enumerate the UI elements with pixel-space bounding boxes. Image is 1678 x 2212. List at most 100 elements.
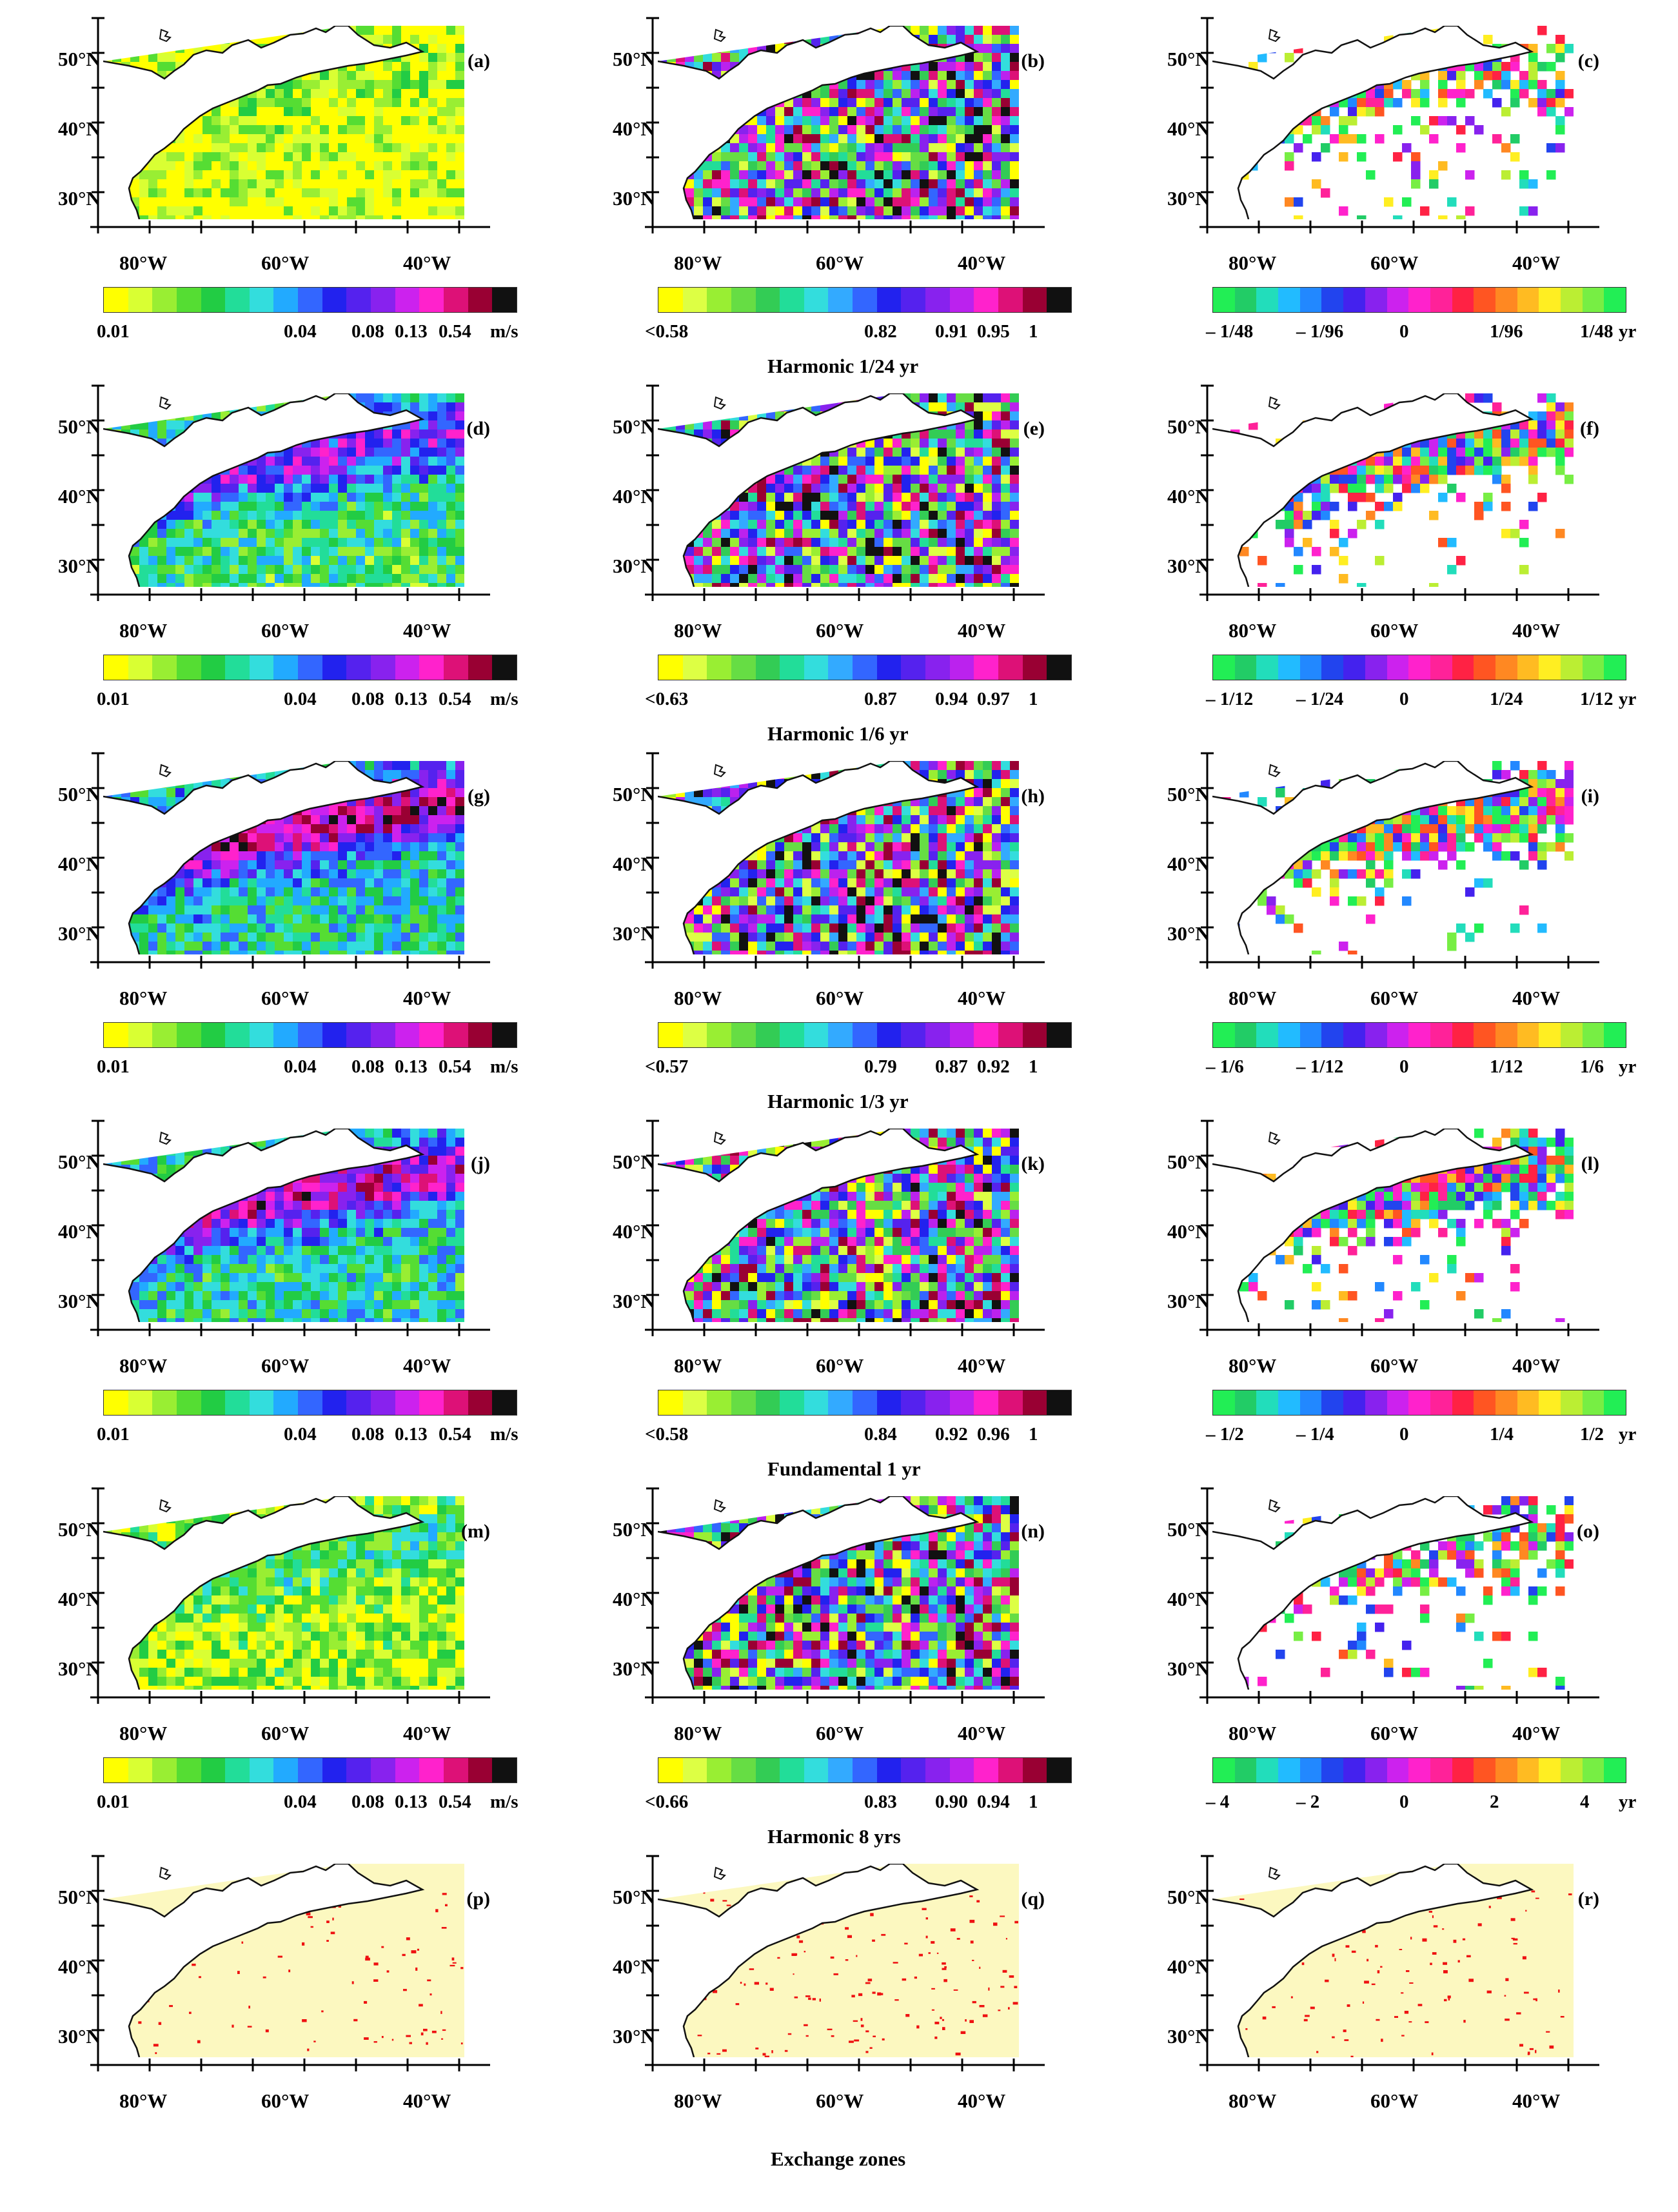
field-cell <box>383 815 393 825</box>
field-cell <box>1564 430 1574 439</box>
field-cell <box>811 520 821 529</box>
field-cell <box>230 869 239 879</box>
colorbar-tick: 1/24 <box>1490 689 1523 710</box>
field-cell <box>230 188 239 198</box>
field-cell <box>311 89 321 99</box>
colorbar-swatch <box>1430 288 1452 312</box>
field-cell <box>175 420 185 430</box>
field-cell <box>902 71 911 81</box>
field-cell <box>1528 502 1538 511</box>
field-cell <box>193 206 203 216</box>
field-cell <box>1330 547 1339 557</box>
field-cell <box>983 556 992 566</box>
field-cell <box>293 143 302 153</box>
field-cell <box>865 475 875 484</box>
field-cell <box>446 529 456 538</box>
field-cell <box>374 179 384 189</box>
field-cell <box>1339 206 1348 216</box>
field-cell <box>748 511 758 520</box>
field-cell <box>401 197 411 207</box>
field-cell <box>965 134 974 144</box>
field-cell <box>148 574 158 584</box>
field-cell <box>1483 430 1493 439</box>
field-cell <box>865 583 875 587</box>
field-cell <box>883 152 893 162</box>
field-cell <box>1555 35 1565 44</box>
field-cell <box>1411 170 1421 180</box>
field-cell <box>929 393 938 403</box>
field-cell <box>1537 493 1547 502</box>
field-cell <box>239 574 248 584</box>
field-cell <box>883 89 893 99</box>
field-cell <box>392 484 402 493</box>
field-cell <box>757 565 767 575</box>
field-cell <box>956 125 965 135</box>
field-cell <box>1483 89 1493 99</box>
coh-colorbar <box>658 287 1072 313</box>
field-cell <box>893 484 902 493</box>
field-cell <box>947 475 956 484</box>
field-cell <box>383 393 393 403</box>
field-cell <box>166 188 176 198</box>
field-cell <box>293 107 302 117</box>
field-cell <box>883 565 893 575</box>
field-cell <box>748 143 758 153</box>
field-cell <box>428 411 438 421</box>
field-cell <box>248 98 257 108</box>
field-cell <box>428 393 438 403</box>
field-cell <box>947 89 956 99</box>
field-cell <box>455 143 464 153</box>
field-cell <box>983 152 992 162</box>
field-cell <box>920 439 929 448</box>
field-cell <box>356 170 366 180</box>
field-cell <box>311 869 321 879</box>
field-cell <box>893 457 902 466</box>
field-cell <box>956 529 965 538</box>
field-cell <box>248 206 257 216</box>
field-cell <box>1384 475 1394 484</box>
field-cell <box>311 80 321 90</box>
field-cell <box>929 35 938 44</box>
field-cell <box>1285 53 1294 63</box>
field-cell <box>847 152 857 162</box>
field-cell <box>929 457 938 466</box>
field-cell <box>1384 484 1394 493</box>
field-cell <box>365 761 375 771</box>
field-cell <box>856 502 866 511</box>
field-cell <box>175 179 185 189</box>
field-cell <box>248 143 257 153</box>
field-cell <box>721 215 731 219</box>
field-cell <box>437 457 447 466</box>
field-cell <box>902 484 911 493</box>
field-cell <box>284 574 293 584</box>
field-cell <box>320 842 330 852</box>
field-cell <box>266 125 275 135</box>
field-cell <box>275 143 284 153</box>
colorbar-tick: 1/96 <box>1490 321 1523 342</box>
field-cell <box>874 206 884 216</box>
field-cell <box>365 869 375 879</box>
field-cell <box>166 197 176 207</box>
field-cell <box>983 107 992 117</box>
field-cell <box>829 565 839 575</box>
field-cell <box>1393 466 1403 475</box>
field-cell <box>739 538 749 548</box>
field-cell <box>157 565 167 575</box>
colorbar-swatch <box>1256 655 1278 680</box>
field-cell <box>329 80 339 90</box>
field-cell <box>956 179 965 189</box>
field-cell <box>829 161 839 171</box>
field-cell <box>1411 116 1421 126</box>
colorbar-swatch <box>853 288 877 312</box>
field-cell <box>320 188 330 198</box>
field-cell <box>1366 98 1376 108</box>
field-cell <box>911 188 920 198</box>
field-cell <box>455 98 464 108</box>
field-cell <box>428 779 438 789</box>
field-cell <box>410 152 420 162</box>
field-cell <box>1285 520 1294 529</box>
field-cell <box>401 125 411 135</box>
lon-label: 60°W <box>261 619 309 642</box>
field-cell <box>410 143 420 153</box>
field-cell <box>455 134 464 144</box>
